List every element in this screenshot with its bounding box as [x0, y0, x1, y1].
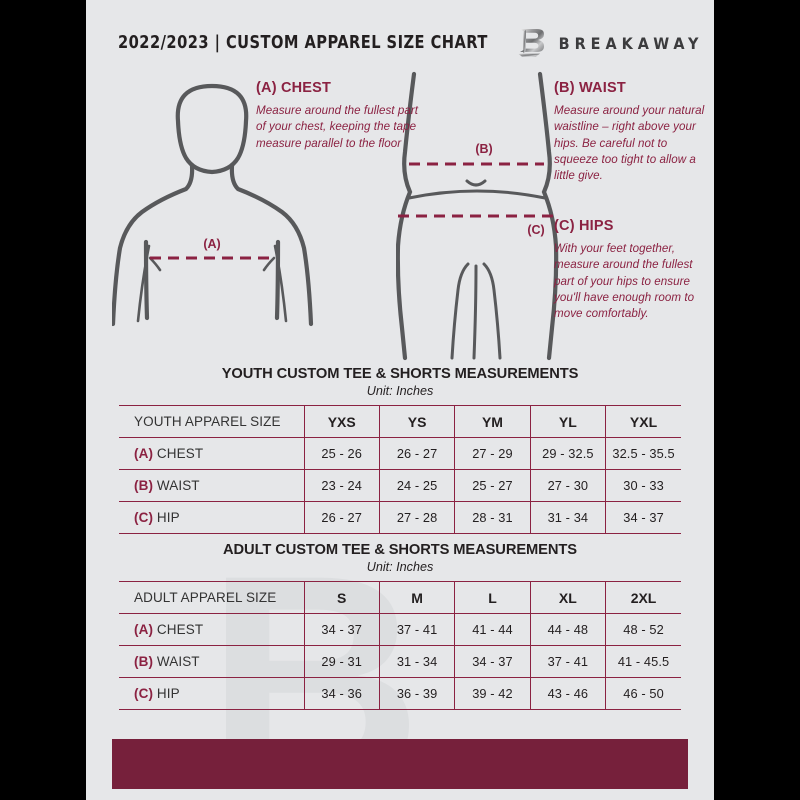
adult-size-column-header: ADULT APPAREL SIZE — [119, 581, 305, 614]
breakaway-b-logo-icon — [517, 29, 544, 57]
youth-waist-ym: 25 - 27 — [454, 469, 531, 502]
adult-table-title: ADULT CUSTOM TEE & SHORTS MEASUREMENTS — [223, 542, 577, 558]
youth-table-unit: Unit: Inches — [366, 384, 434, 398]
youth-tag-a: (A) — [134, 446, 154, 461]
waist-body-text: Measure around your natural waistline – … — [554, 104, 705, 183]
youth-size-yxs: YXS — [303, 405, 380, 438]
adult-chest-l: 41 - 44 — [454, 613, 531, 646]
adult-waist-l: 34 - 37 — [454, 645, 531, 678]
youth-name-waist: WAIST — [156, 478, 200, 493]
adult-waist-m: 31 - 34 — [378, 645, 456, 678]
adult-size-l: L — [454, 581, 531, 614]
youth-hip-yl: 31 - 34 — [529, 501, 607, 534]
chest-body-text: Measure around the fullest part of your … — [256, 104, 419, 150]
youth-row-label-chest: (A) CHEST — [119, 437, 305, 470]
youth-size-ym: YM — [454, 405, 531, 438]
chest-description-block: (A) CHEST Measure around the fullest par… — [256, 80, 424, 152]
hips-description-block: (C) HIPS With your feet together, measur… — [554, 218, 710, 323]
table-row: (A) CHEST 34 - 37 37 - 41 41 - 44 44 - 4… — [119, 613, 681, 646]
adult-hip-l: 39 - 42 — [454, 677, 531, 710]
table-header-row: ADULT APPAREL SIZE S M L XL 2XL — [119, 581, 681, 614]
adult-name-hip: HIP — [156, 686, 180, 701]
youth-waist-yxs: 23 - 24 — [303, 469, 380, 502]
adult-row-label-hip: (C) HIP — [119, 677, 305, 710]
youth-row-label-waist: (B) WAIST — [119, 469, 305, 502]
table-row: (C) HIP 34 - 36 36 - 39 39 - 42 43 - 46 … — [119, 677, 681, 710]
adult-size-2xl: 2XL — [605, 581, 681, 614]
adult-chest-s: 34 - 37 — [303, 613, 380, 646]
youth-size-ys: YS — [378, 405, 456, 438]
adult-table-unit: Unit: Inches — [366, 560, 434, 574]
adult-size-s: S — [303, 581, 380, 614]
adult-hip-xl: 43 - 46 — [529, 677, 607, 710]
brand-logo: BREAKAWAY — [516, 26, 704, 60]
hips-marker-label: (C) — [527, 223, 544, 237]
adult-name-chest: CHEST — [156, 622, 204, 637]
youth-chest-yxl: 32.5 - 35.5 — [605, 437, 681, 470]
brand-name: BREAKAWAY — [558, 33, 704, 53]
table-row: (C) HIP 26 - 27 27 - 28 28 - 31 31 - 34 … — [119, 501, 681, 534]
adult-hip-s: 34 - 36 — [303, 677, 380, 710]
body-illustrations: (A) (B) (C) — [86, 66, 714, 366]
adult-row-label-chest: (A) CHEST — [119, 613, 305, 646]
hips-body-text: With your feet together, measure around … — [554, 242, 695, 321]
youth-chest-ym: 27 - 29 — [454, 437, 531, 470]
adult-tag-c: (C) — [134, 686, 154, 701]
youth-size-table-section: YOUTH CUSTOM TEE & SHORTS MEASUREMENTS U… — [86, 366, 714, 534]
youth-name-hip: HIP — [156, 510, 180, 525]
adult-size-xl: XL — [529, 581, 607, 614]
adult-tag-a: (A) — [134, 622, 154, 637]
youth-chest-yxs: 25 - 26 — [303, 437, 380, 470]
youth-size-yxl: YXL — [605, 405, 681, 438]
youth-waist-yxl: 30 - 33 — [605, 469, 681, 502]
adult-chest-m: 37 - 41 — [378, 613, 456, 646]
youth-table-title: YOUTH CUSTOM TEE & SHORTS MEASUREMENTS — [221, 366, 579, 382]
adult-tag-b: (B) — [134, 654, 154, 669]
adult-waist-xl: 37 - 41 — [529, 645, 607, 678]
youth-hip-ym: 28 - 31 — [454, 501, 531, 534]
navel-mark — [465, 179, 487, 187]
adult-waist-2xl: 41 - 45.5 — [605, 645, 681, 678]
table-row: (B) WAIST 23 - 24 24 - 25 25 - 27 27 - 3… — [119, 469, 681, 502]
youth-size-table: YOUTH APPAREL SIZE YXS YS YM YL YXL (A) … — [119, 405, 681, 534]
adult-hip-2xl: 46 - 50 — [605, 677, 681, 710]
adult-size-m: M — [378, 581, 456, 614]
table-row: (A) CHEST 25 - 26 26 - 27 27 - 29 29 - 3… — [119, 437, 681, 470]
adult-waist-s: 29 - 31 — [303, 645, 380, 678]
youth-hip-yxs: 26 - 27 — [303, 501, 380, 534]
hips-heading: (C) HIPS — [554, 218, 614, 234]
adult-hip-m: 36 - 39 — [378, 677, 456, 710]
adult-name-waist: WAIST — [156, 654, 200, 669]
youth-waist-ys: 24 - 25 — [378, 469, 456, 502]
page-header: 2022/2023 | CUSTOM APPAREL SIZE CHART BR… — [86, 26, 714, 60]
size-chart-page: B 2022/2023 | CUSTOM APPAREL SIZE CHART — [86, 0, 714, 800]
waist-description-block: (B) WAIST Measure around your natural wa… — [554, 80, 706, 185]
page-title: 2022/2023 | CUSTOM APPAREL SIZE CHART — [118, 33, 488, 53]
waist-heading: (B) WAIST — [554, 80, 626, 96]
youth-tag-c: (C) — [134, 510, 154, 525]
adult-chest-xl: 44 - 48 — [529, 613, 607, 646]
table-header-row: YOUTH APPAREL SIZE YXS YS YM YL YXL — [119, 405, 681, 438]
youth-name-chest: CHEST — [156, 446, 204, 461]
adult-chest-2xl: 48 - 52 — [605, 613, 681, 646]
youth-chest-ys: 26 - 27 — [378, 437, 456, 470]
youth-row-label-hip: (C) HIP — [119, 501, 305, 534]
youth-tag-b: (B) — [134, 478, 154, 493]
table-row: (B) WAIST 29 - 31 31 - 34 34 - 37 37 - 4… — [119, 645, 681, 678]
youth-hip-ys: 27 - 28 — [378, 501, 456, 534]
youth-size-column-header: YOUTH APPAREL SIZE — [119, 405, 305, 438]
youth-waist-yl: 27 - 30 — [529, 469, 607, 502]
adult-size-table-section: ADULT CUSTOM TEE & SHORTS MEASUREMENTS U… — [86, 542, 714, 710]
lower-body-illustration: (B) (C) — [396, 71, 559, 361]
adult-row-label-waist: (B) WAIST — [119, 645, 305, 678]
adult-size-table: ADULT APPAREL SIZE S M L XL 2XL (A) CHES… — [119, 581, 681, 710]
chest-heading: (A) CHEST — [256, 80, 332, 96]
youth-size-yl: YL — [529, 405, 607, 438]
footer-bar — [112, 739, 688, 789]
youth-hip-yxl: 34 - 37 — [605, 501, 681, 534]
waist-marker-label: (B) — [475, 142, 492, 156]
youth-chest-yl: 29 - 32.5 — [529, 437, 607, 470]
torso-front-illustration: (A) — [112, 83, 314, 327]
chest-marker-label: (A) — [203, 237, 220, 251]
